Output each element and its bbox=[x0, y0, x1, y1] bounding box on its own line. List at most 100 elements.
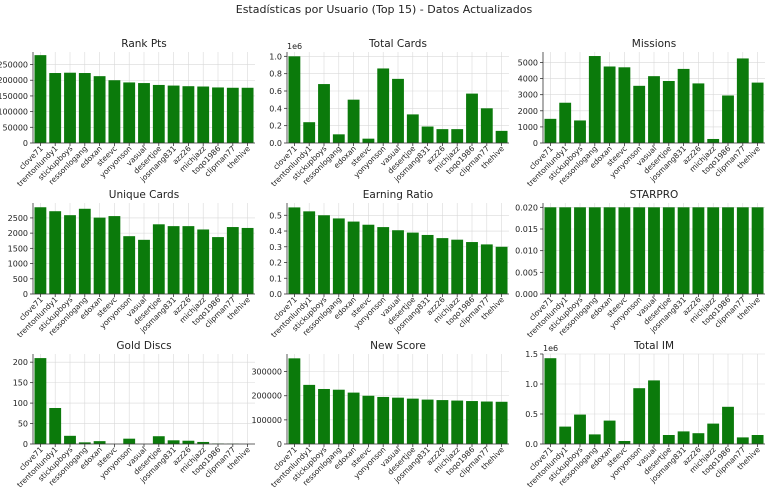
y-tick-label: 0 bbox=[23, 290, 28, 299]
bar-toqo1986 bbox=[466, 401, 478, 444]
bar-vasual bbox=[138, 239, 150, 294]
y-tick-label: 0.0 bbox=[269, 290, 282, 299]
bar-stickupboys bbox=[318, 215, 330, 294]
bar-clove71 bbox=[544, 118, 557, 143]
chart-9: 0.00.51.01.5clove71trentonlundy1stickupb… bbox=[525, 340, 765, 489]
chart-title: Rank Pts bbox=[121, 38, 167, 50]
bar-toqo1986 bbox=[722, 95, 734, 143]
y-tick-label: 0.0 bbox=[269, 139, 282, 148]
bar-trentonlundy1 bbox=[49, 408, 62, 444]
bar-stickupboys bbox=[318, 388, 330, 444]
bar-yonyonson bbox=[377, 396, 390, 444]
bar-thehive bbox=[495, 246, 508, 294]
bar-toqo1986 bbox=[212, 237, 224, 294]
bar-stickupboys bbox=[64, 215, 76, 294]
bar-michjazz bbox=[197, 86, 210, 143]
y-tick-label: 4000 bbox=[518, 75, 538, 84]
bar-josmang831 bbox=[677, 431, 690, 444]
bar-desertjoe bbox=[662, 435, 675, 444]
bar-edoxan bbox=[93, 217, 106, 294]
y-tick-label: 0.2 bbox=[269, 122, 282, 131]
y-tick-label: 0.2 bbox=[269, 259, 282, 268]
bar-michjazz bbox=[451, 239, 464, 294]
chart-title: Earning Ratio bbox=[363, 189, 433, 201]
bar-ressonlogang bbox=[588, 434, 601, 444]
bar-edoxan bbox=[603, 207, 616, 294]
y-tick-label: 0.1 bbox=[269, 274, 282, 283]
bar-clove71 bbox=[288, 56, 301, 144]
y-tick-label: 2500 bbox=[8, 214, 28, 223]
y-tick-label: 0.8 bbox=[269, 70, 282, 79]
y-tick-label: 0 bbox=[277, 440, 282, 449]
chart-2: 0.00.20.40.60.81.0clove71trentonlundy1st… bbox=[269, 38, 509, 188]
bar-clipman77 bbox=[226, 87, 239, 143]
bar-yonyonson bbox=[123, 82, 136, 143]
bar-michjazz bbox=[451, 129, 464, 143]
bar-toqo1986 bbox=[722, 207, 734, 294]
chart-title: Total IM bbox=[633, 340, 674, 352]
bar-clove71 bbox=[34, 55, 47, 143]
bar-ressonlogang bbox=[78, 73, 91, 143]
chart-4: 05001000150020002500clove71trentonlundy1… bbox=[8, 189, 255, 339]
bar-clove71 bbox=[288, 207, 301, 294]
bar-desertjoe bbox=[662, 207, 675, 294]
bar-clipman77 bbox=[480, 244, 493, 294]
bar-clove71 bbox=[34, 207, 47, 294]
y-tick-label: 100 bbox=[13, 399, 28, 408]
bar-ressonlogang bbox=[332, 218, 345, 294]
bar-clove71 bbox=[34, 358, 47, 444]
bar-vasual bbox=[138, 83, 150, 143]
bar-azz26 bbox=[182, 86, 195, 143]
bar-yonyonson bbox=[633, 207, 646, 294]
bar-azz26 bbox=[692, 83, 705, 143]
y-tick-label: 0.0 bbox=[525, 440, 538, 449]
bar-toqo1986 bbox=[212, 87, 224, 143]
bar-desertjoe bbox=[152, 436, 165, 444]
bar-trentonlundy1 bbox=[559, 426, 572, 444]
bar-trentonlundy1 bbox=[303, 211, 316, 294]
bar-azz26 bbox=[436, 400, 449, 444]
y-tick-label: 0.4 bbox=[269, 104, 282, 113]
bar-desertjoe bbox=[406, 232, 419, 294]
bar-clipman77 bbox=[736, 207, 749, 294]
bar-ressonlogang bbox=[332, 389, 345, 444]
y-tick-label: 2000 bbox=[8, 229, 28, 238]
bar-yonyonson bbox=[633, 85, 646, 143]
y-tick-label: 0.020 bbox=[515, 203, 538, 212]
y-tick-label: 50000 bbox=[3, 123, 28, 132]
bar-josmang831 bbox=[677, 68, 690, 143]
bar-clipman77 bbox=[736, 58, 749, 144]
y-tick-label: 0.6 bbox=[269, 87, 282, 96]
bar-steevc bbox=[362, 224, 375, 294]
bar-edoxan bbox=[93, 76, 106, 143]
bar-yonyonson bbox=[123, 236, 136, 294]
bar-josmang831 bbox=[167, 85, 180, 143]
chart-8: 0100000200000300000clove71trentonlundy1s… bbox=[251, 340, 509, 489]
bar-edoxan bbox=[93, 441, 106, 444]
chart-6: 0.0000.0050.0100.0150.020clove71trentonl… bbox=[515, 189, 765, 339]
y-tick-label: 150000 bbox=[0, 92, 28, 101]
chart-3: 010002000300040005000clove71trentonlundy… bbox=[518, 38, 765, 188]
bar-desertjoe bbox=[406, 398, 419, 444]
bar-josmang831 bbox=[421, 126, 434, 143]
bar-edoxan bbox=[347, 392, 360, 444]
bar-azz26 bbox=[182, 226, 195, 294]
bar-yonyonson bbox=[123, 438, 136, 444]
bar-trentonlundy1 bbox=[559, 207, 572, 294]
bar-clipman77 bbox=[480, 108, 493, 143]
bar-clipman77 bbox=[736, 437, 749, 444]
bar-stickupboys bbox=[318, 84, 330, 143]
bar-steevc bbox=[618, 67, 631, 143]
y-tick-label: 1000 bbox=[518, 123, 538, 132]
chart-title: Total Cards bbox=[368, 38, 427, 50]
bar-toqo1986 bbox=[466, 93, 478, 143]
bar-vasual bbox=[648, 76, 660, 143]
y-tick-label: 250000 bbox=[0, 61, 28, 70]
bar-clove71 bbox=[544, 358, 557, 444]
bar-steevc bbox=[618, 441, 631, 444]
bar-steevc bbox=[108, 80, 121, 143]
bar-edoxan bbox=[347, 221, 360, 294]
bar-clipman77 bbox=[226, 227, 239, 294]
axis-multiplier: 1e6 bbox=[543, 344, 558, 353]
